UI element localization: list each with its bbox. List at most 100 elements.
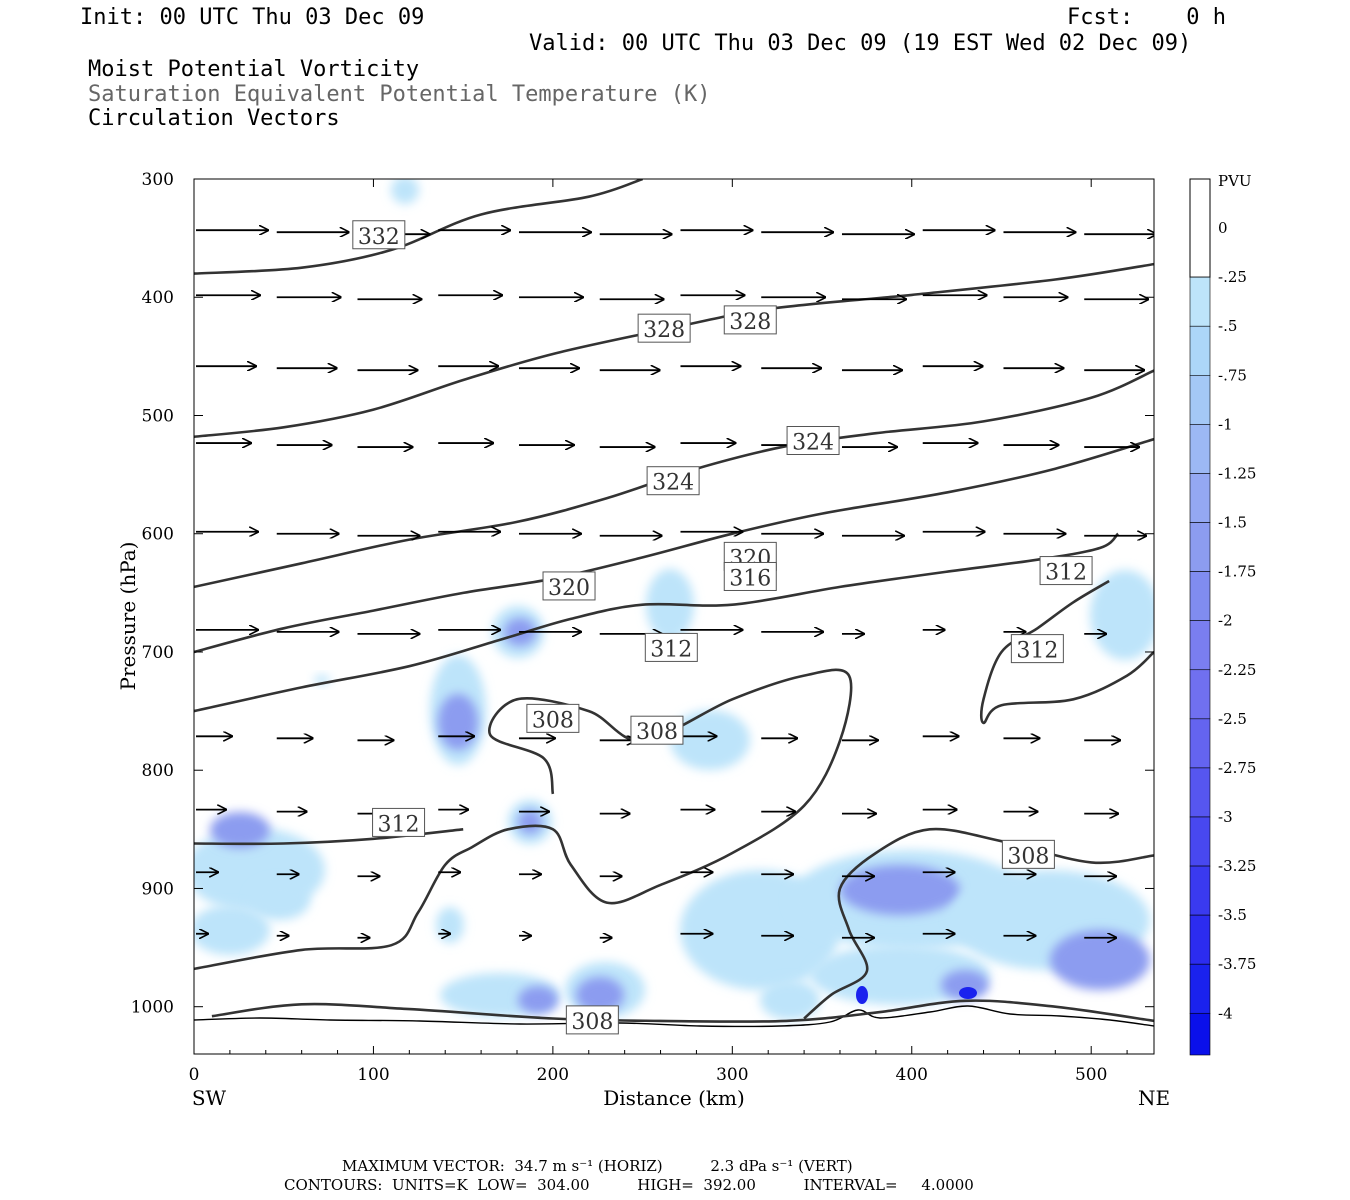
svg-text:312: 312 xyxy=(1016,639,1058,664)
pv-region xyxy=(760,980,820,1020)
colorbar-segment xyxy=(1189,718,1211,769)
circulation-vectors xyxy=(196,230,1154,938)
colorbar-label: -2.5 xyxy=(1218,710,1247,728)
axes: 0 100 200 300 400 500 300 400 500 600 700 800 900 100… xyxy=(131,170,1154,1085)
contour-label: 320 xyxy=(542,571,596,601)
pv-region xyxy=(194,905,270,955)
colorbar-label: -1.75 xyxy=(1218,563,1256,581)
svg-text:332: 332 xyxy=(358,225,400,250)
contour-328 xyxy=(194,262,1154,439)
colorbar-segment xyxy=(1189,865,1211,916)
pv-region xyxy=(1050,930,1150,990)
pv-region xyxy=(941,970,989,1000)
x-tick-label: 300 xyxy=(716,1065,748,1085)
contour-label: 328 xyxy=(723,305,777,335)
contour-label: 308 xyxy=(565,1005,619,1035)
colorbar-title: PVU xyxy=(1218,172,1252,190)
ne-end-label: NE xyxy=(1138,1086,1170,1110)
contour-label: 308 xyxy=(1001,839,1055,869)
y-tick-label: 300 xyxy=(142,170,174,190)
svg-text:312: 312 xyxy=(650,637,692,662)
colorbar-segment xyxy=(1189,424,1211,474)
field-title-theta: Saturation Equivalent Potential Temperat… xyxy=(88,82,711,107)
pv-region xyxy=(1090,570,1154,660)
init-time: Init: 00 UTC Thu 03 Dec 09 xyxy=(80,5,425,30)
pv-region xyxy=(210,812,270,848)
y-tick-label: 800 xyxy=(142,761,174,781)
svg-text:308: 308 xyxy=(636,720,678,745)
svg-text:328: 328 xyxy=(729,310,771,335)
valid-time: Valid: 00 UTC Thu 03 Dec 09 (19 EST Wed … xyxy=(529,31,1192,56)
x-tick-label: 100 xyxy=(357,1065,389,1085)
pv-region xyxy=(576,977,624,1013)
contour-label: 312 xyxy=(644,632,698,662)
x-tick-label: 200 xyxy=(537,1065,569,1085)
x-tick-label: 0 xyxy=(189,1065,200,1085)
svg-text:308: 308 xyxy=(571,1010,613,1035)
colorbar-label: -.5 xyxy=(1218,317,1237,335)
y-tick-label: 900 xyxy=(142,879,174,899)
colorbar-segment xyxy=(1189,620,1211,671)
contour-308 xyxy=(803,827,1154,1020)
colorbar-label: -3.75 xyxy=(1218,955,1256,973)
colorbar-label: -3.5 xyxy=(1218,906,1247,924)
svg-text:316: 316 xyxy=(729,566,771,591)
colorbar-segment xyxy=(1189,669,1211,720)
colorbar-segment xyxy=(1189,571,1211,621)
colorbar-segment xyxy=(1189,1012,1211,1056)
max-vector-note: MAXIMUM VECTOR: 34.7 m s⁻¹ (HORIZ) 2.3 d… xyxy=(342,1157,853,1175)
colorbar-label: -2.75 xyxy=(1218,759,1256,777)
pv-region xyxy=(518,986,558,1014)
pv-shading xyxy=(194,179,1154,1020)
contour-label: 324 xyxy=(786,426,840,456)
contour-316 xyxy=(194,532,1120,713)
colorbar-segment xyxy=(1189,375,1211,425)
colorbar-label: -1.25 xyxy=(1218,464,1256,482)
colorbar-segment xyxy=(1189,522,1211,572)
contour-label: 308 xyxy=(630,715,684,745)
contour-label: 312 xyxy=(1010,634,1064,664)
colorbar-label: -1.5 xyxy=(1218,514,1247,532)
colorbar-label: -.75 xyxy=(1218,366,1247,384)
colorbar-segment xyxy=(1189,276,1211,327)
forecast-hour: Fcst: 0 h xyxy=(1067,5,1226,30)
svg-text:328: 328 xyxy=(643,318,685,343)
sw-end-label: SW xyxy=(192,1086,227,1110)
x-axis-label: Distance (km) xyxy=(603,1086,745,1110)
pv-core xyxy=(856,986,868,1004)
pv-region xyxy=(250,880,310,920)
contour-label: 308 xyxy=(526,703,580,733)
contour-label: 328 xyxy=(637,313,691,343)
pv-region xyxy=(518,810,542,834)
colorbar-label: -3.25 xyxy=(1218,857,1256,875)
colorbar-label: -2 xyxy=(1218,612,1233,630)
pv-region xyxy=(436,907,464,943)
terrain-surface xyxy=(194,1005,1154,1028)
y-tick-label: 500 xyxy=(142,406,174,426)
pv-region xyxy=(391,179,419,204)
y-tick-label: 700 xyxy=(142,643,174,663)
field-title-vectors: Circulation Vectors xyxy=(88,106,340,131)
x-tick-label: 400 xyxy=(896,1065,928,1085)
y-tick-label: 600 xyxy=(142,525,174,545)
contour-320 xyxy=(194,437,1154,654)
colorbar-label: -2.25 xyxy=(1218,661,1256,679)
pv-core xyxy=(959,987,977,999)
contour-label: 324 xyxy=(646,466,700,496)
pv-region xyxy=(438,694,478,750)
y-axis-label: Pressure (hPa) xyxy=(116,542,140,691)
colorbar-label: -1 xyxy=(1218,415,1233,433)
field-title-pv: Moist Potential Vorticity xyxy=(88,57,420,82)
y-tick-label: 400 xyxy=(142,288,174,308)
colorbar-segment xyxy=(1189,325,1211,376)
x-tick-label: 500 xyxy=(1075,1065,1107,1085)
svg-text:312: 312 xyxy=(378,812,420,837)
contours-note: CONTOURS: UNITS=K LOW= 304.00 HIGH= 392.… xyxy=(284,1176,974,1194)
colorbar-segment xyxy=(1189,767,1211,818)
plot-frame xyxy=(193,178,1155,1055)
svg-text:312: 312 xyxy=(1045,561,1087,586)
contour-312 xyxy=(979,579,1154,725)
colorbar-label: 0 xyxy=(1218,219,1228,237)
